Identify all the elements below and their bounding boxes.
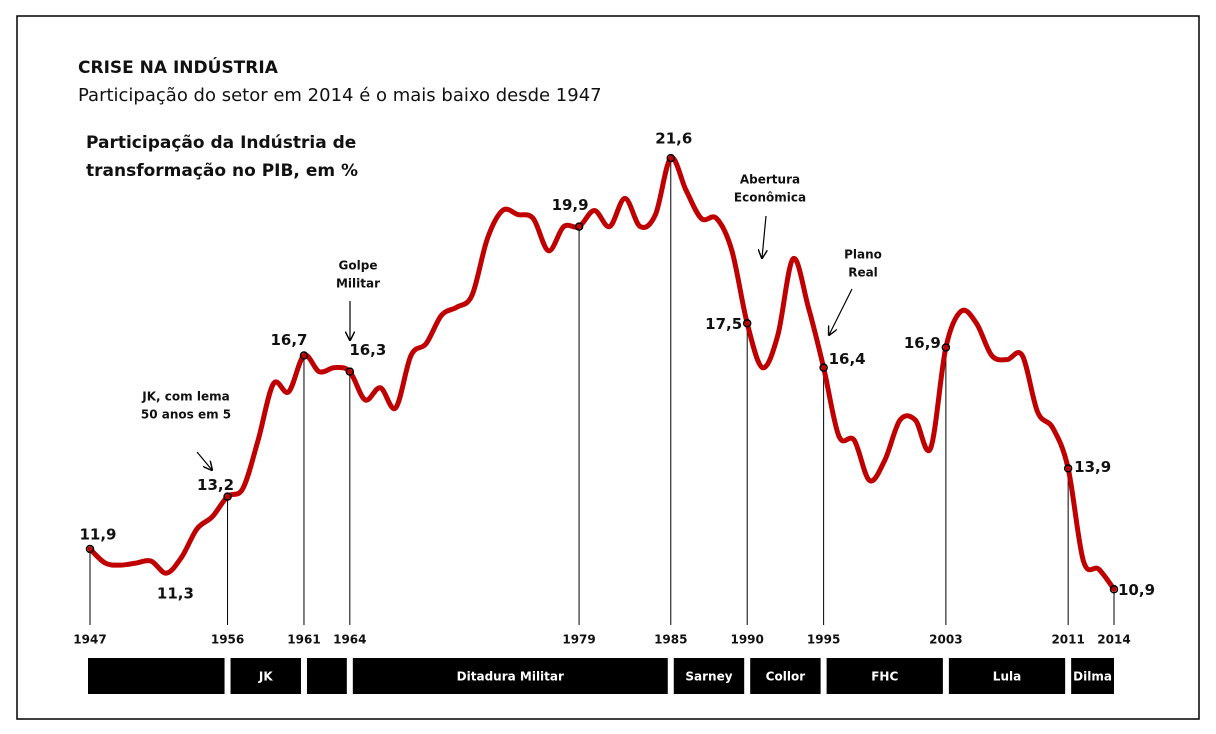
- x-tick-label: 1979: [562, 633, 595, 647]
- annotation: Abertura: [740, 173, 800, 187]
- period-label: Sarney: [685, 670, 732, 684]
- annotation: Golpe: [339, 259, 378, 273]
- line: [87, 155, 1117, 592]
- value-label: 13,9: [1074, 458, 1111, 476]
- point: [941, 343, 951, 352]
- point: [345, 367, 355, 376]
- annotation: Militar: [336, 277, 380, 291]
- value-label: 10,9: [1118, 581, 1155, 599]
- point: [223, 492, 232, 501]
- x-tick-label: 1995: [807, 633, 840, 647]
- period-bar: [948, 658, 1066, 694]
- annotation: JK, com lema: [141, 390, 229, 404]
- point: [299, 351, 309, 360]
- period-bar: [306, 658, 347, 694]
- x-tick-label: 1947: [73, 633, 106, 647]
- point: [819, 363, 828, 372]
- value-label: 16,9: [904, 334, 941, 352]
- y-label: transformação no PIB, em %: [86, 161, 358, 181]
- period-bar: [230, 658, 301, 694]
- period-bar: [750, 658, 821, 694]
- point: [742, 319, 752, 328]
- period-label: Ditadura Militar: [457, 670, 564, 684]
- annotation: 50 anos em 5: [141, 408, 231, 422]
- value-label: 19,9: [552, 196, 589, 214]
- annotation-arrow: [196, 451, 212, 470]
- period-label: JK: [258, 670, 273, 684]
- period-bar: [1071, 658, 1114, 694]
- period-bar: [88, 658, 225, 694]
- period-bar: [352, 658, 668, 694]
- value-label: 16,7: [270, 331, 307, 349]
- point: [1063, 464, 1073, 473]
- x-tick-label: 1985: [654, 633, 687, 647]
- annotation: Plano: [844, 248, 882, 262]
- value-label: 11,9: [79, 525, 116, 543]
- value-label: 11,3: [157, 585, 194, 603]
- chart-title: CRISE NA INDÚSTRIA: [78, 56, 279, 78]
- annotation: Real: [848, 266, 878, 280]
- frame: [16, 15, 1200, 720]
- period-label: FHC: [871, 670, 898, 684]
- value-label: 17,5: [705, 315, 742, 333]
- x-tick-label: 1990: [730, 633, 763, 647]
- annotation-arrow: [762, 215, 766, 258]
- x-tick-label: 1961: [287, 633, 320, 647]
- value-label: 16,3: [349, 341, 386, 359]
- period-label: Lula: [993, 670, 1021, 684]
- x-tick-label: 1964: [333, 633, 366, 647]
- period-bar: [673, 658, 745, 694]
- period-label: Collor: [766, 670, 806, 684]
- value-label: 21,6: [655, 130, 692, 148]
- y-label: Participação da Indústria de: [86, 133, 356, 153]
- x-tick-label: 2014: [1097, 633, 1130, 647]
- annotation-arrow: [829, 288, 853, 335]
- x-tick-label: 2003: [929, 633, 962, 647]
- x-tick-label: 1956: [211, 633, 244, 647]
- value-label: 13,2: [197, 476, 234, 494]
- point: [1109, 585, 1119, 594]
- point: [574, 222, 584, 231]
- x-tick-label: 2011: [1051, 633, 1084, 647]
- period-bar: [826, 658, 943, 694]
- value-label: 16,4: [829, 350, 866, 368]
- point: [85, 544, 95, 554]
- chart-subtitle: Participação do setor em 2014 é o mais b…: [78, 85, 602, 106]
- period-label: Dilma: [1073, 670, 1112, 684]
- point: [666, 153, 676, 163]
- annotation: Econômica: [734, 191, 806, 205]
